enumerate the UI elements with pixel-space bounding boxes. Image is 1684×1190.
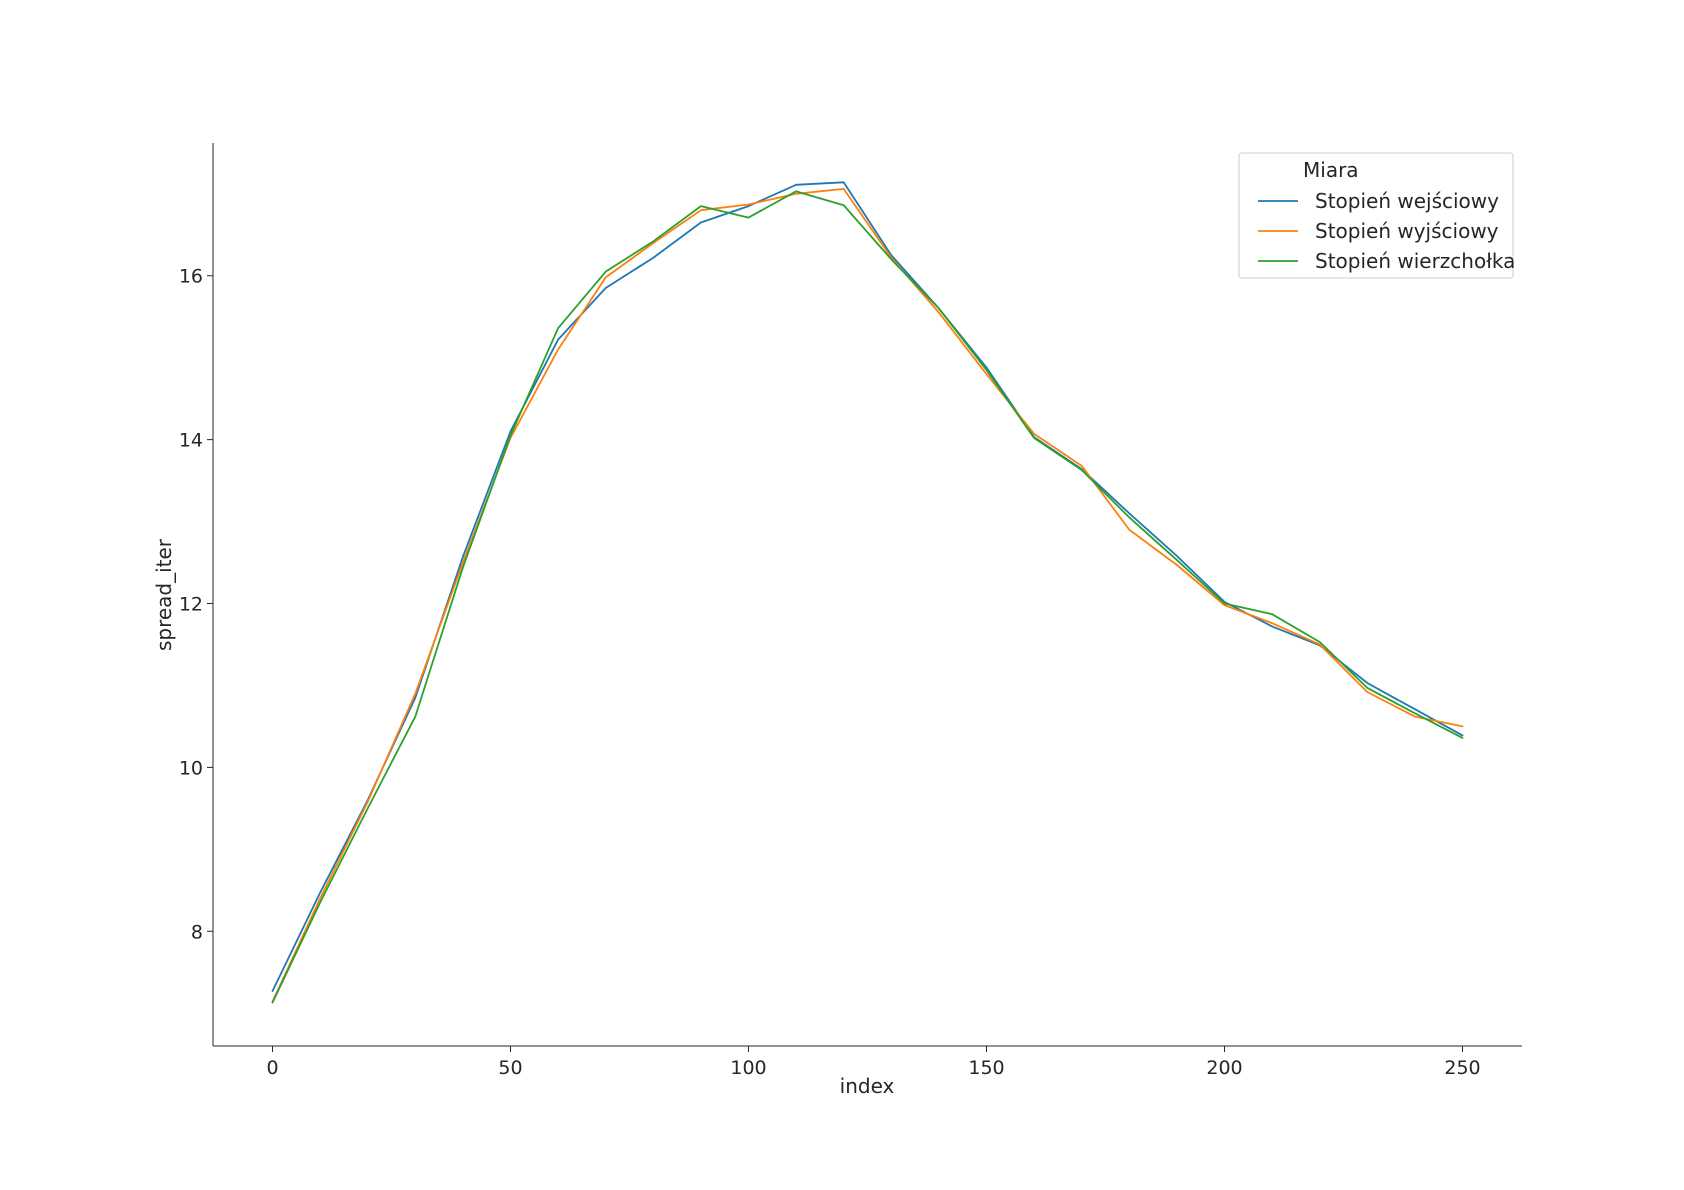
- y-tick-label: 12: [179, 594, 203, 616]
- y-tick-label: 10: [179, 757, 203, 779]
- legend-label: Stopień wierzchołka: [1315, 249, 1515, 273]
- y-tick-label: 16: [179, 266, 203, 288]
- series-line-1: [271, 181, 1464, 992]
- legend-items: Stopień wejściowy Stopień wyjściowy Stopie…: [1258, 189, 1515, 273]
- series-line-3: [271, 190, 1464, 1004]
- y-tick-label: 14: [179, 430, 203, 452]
- x-tick-label: 50: [498, 1057, 522, 1079]
- x-tick-label: 100: [730, 1057, 766, 1079]
- axes: [212, 143, 1522, 1047]
- x-tick-label: 150: [968, 1057, 1004, 1079]
- legend-frame: [1238, 152, 1514, 279]
- legend-label: Stopień wejściowy: [1315, 189, 1499, 213]
- x-tick-label: 200: [1206, 1057, 1242, 1079]
- x-axis-title: index: [840, 1074, 895, 1098]
- y-axis-title: spread_iter: [152, 538, 176, 651]
- series-line-2: [271, 187, 1464, 1003]
- legend-title: Miara: [1303, 158, 1359, 182]
- plot-lines: [271, 181, 1464, 1004]
- x-ticks: 0 50 100 150 200 250: [266, 1046, 1481, 1079]
- y-tick-label: 8: [191, 921, 203, 943]
- legend: Miara Stopień wejściowy Stopień wyjściowy…: [1238, 152, 1515, 279]
- x-tick-label: 0: [266, 1057, 278, 1079]
- x-tick-label: 250: [1444, 1057, 1480, 1079]
- y-ticks: 8 10 12 14 16: [179, 266, 213, 943]
- legend-label: Stopień wyjściowy: [1315, 219, 1499, 243]
